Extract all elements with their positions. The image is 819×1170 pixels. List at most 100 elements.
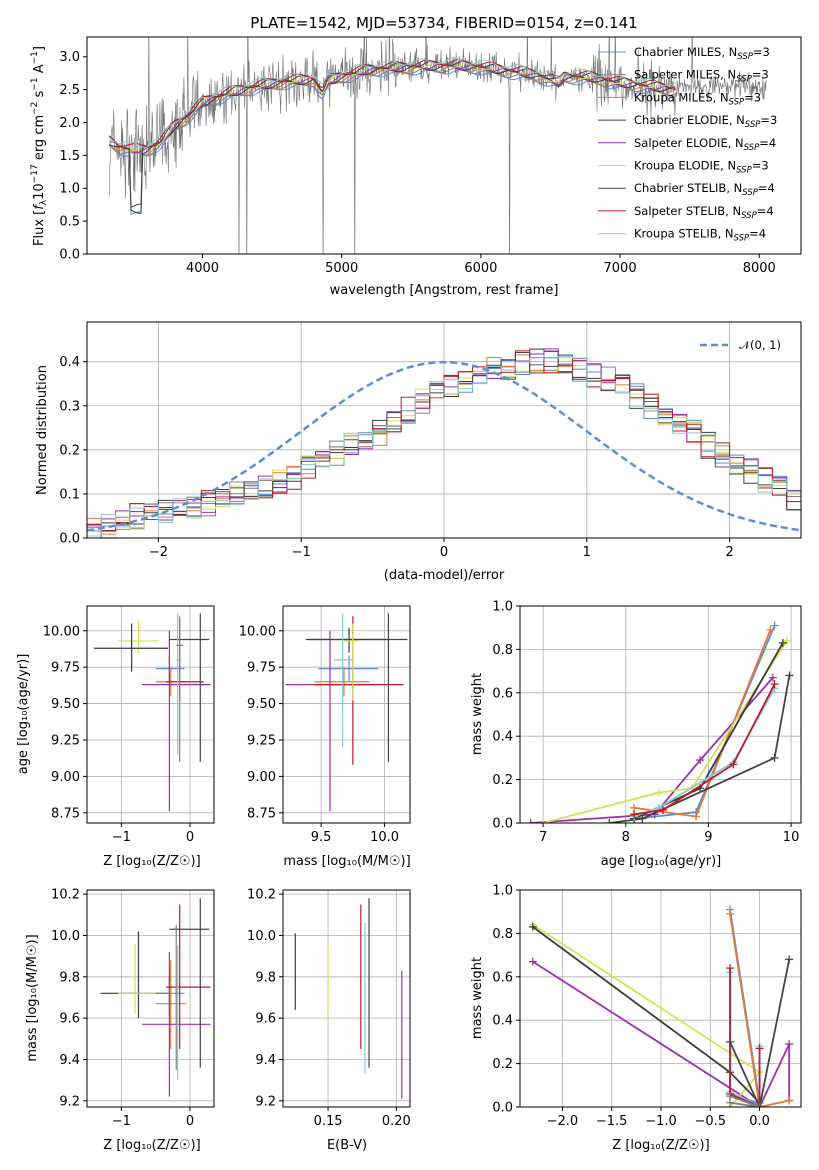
residuals-ytick-label: 0.2: [59, 443, 80, 458]
spectrum-xtick-label: 7000: [604, 261, 637, 276]
massweight-vs-Z-ytick-label: 0.8: [492, 927, 513, 942]
massweight-vs-Z-panel: −2.0 −1.5 −1.0 −0.5 0.0 0.0 0.2 0.4 0.6 0.8 1.0 Z …: [470, 884, 802, 1153]
legend-label: Kroupa ELODIE, NSSP=3: [634, 159, 769, 176]
residuals-ytick-label: 0.1: [59, 487, 80, 502]
legend-label: Salpeter MILES, NSSP=3: [634, 68, 769, 85]
massweight-vs-Z-ytick-label: 0.4: [492, 1014, 513, 1029]
mass-vs-Z-ytick-label: 9.2: [59, 1094, 80, 1109]
mass-weight-point: [539, 819, 548, 823]
mass-weight-point: [654, 788, 663, 797]
mass-weight-line: [542, 640, 788, 823]
spectrum-xtick-label: 4000: [186, 261, 219, 276]
mass-weight-point: [785, 671, 794, 680]
legend-label: Chabrier STELIB, NSSP=4: [634, 181, 775, 198]
massweight-vs-age-data: [520, 606, 801, 823]
massweight-vs-Z-ytick-label: 0.0: [492, 1101, 513, 1116]
spectrum-data: [108, 37, 767, 254]
mass-weight-point: [729, 760, 738, 769]
residual-xlabel: (data-model)/error: [384, 568, 505, 583]
mass-vs-Z-xtick-label: 0: [186, 1114, 194, 1129]
age-vs-mass-ytick-label: 9.00: [247, 770, 276, 785]
age-vs-Z-ylabel: age [log₁₀(age/yr)]: [16, 654, 31, 775]
age-vs-Z-ytick-label: 10.00: [43, 624, 80, 639]
age-vs-mass-frame: [282, 605, 411, 824]
mass-weight-point: [528, 957, 537, 966]
model-spectrum-kroupa-elodie: [109, 61, 676, 152]
residuals-ytick-label: 0.3: [59, 399, 80, 414]
massweight-vs-Z-ytick-label: 0.6: [492, 970, 513, 985]
massweight-vs-age-ytick-label: 0.2: [492, 773, 513, 788]
residual-histogram-kroupa-stelib: [87, 356, 801, 537]
massweight-vs-age-ylabel: mass weight: [470, 673, 485, 755]
age-vs-Z-ytick-label: 9.25: [51, 733, 80, 748]
mass-weight-point: [770, 753, 779, 762]
residual-ylabel: Normed distribution: [35, 365, 50, 495]
residuals-xtick-label: 2: [725, 545, 733, 560]
mass-weight-line: [729, 913, 790, 1107]
mass-vs-Z-panel: −1 09.29.49.69.810.010.2 Z [log₁₀(Z/Z☉)] …: [25, 888, 215, 1153]
spectrum-axes-frame: [86, 36, 802, 255]
model-spectrum-salpeter-stelib: [108, 59, 676, 149]
spectrum-xtick-label: 6000: [464, 261, 497, 276]
mass-vs-Z-ytick-label: 9.6: [59, 1012, 80, 1027]
age-vs-mass-ytick-label: 10.00: [239, 624, 276, 639]
mass-vs-ebv-xlabel: E(B-V): [327, 1138, 367, 1153]
massweight-vs-age-ytick-label: 0.8: [492, 643, 513, 658]
mass-weight-point: [528, 922, 537, 931]
massweight-vs-Z-ytick-label: 1.0: [492, 884, 513, 899]
age-vs-mass-ytick-label: 9.25: [247, 733, 276, 748]
mass-weight-line: [532, 960, 791, 1107]
spectrum-ytick-label: 1.0: [59, 182, 80, 197]
mass-vs-ebv-ytick-label: 10.0: [247, 929, 276, 944]
legend-label: Chabrier MILES, NSSP=3: [634, 45, 770, 62]
massweight-vs-age-xtick-label: 7: [539, 830, 547, 845]
mass-vs-Z-ytick-label: 10.0: [51, 929, 80, 944]
age-vs-Z-ytick-label: 9.75: [51, 661, 80, 676]
legend-label: Kroupa MILES, NSSP=3: [634, 90, 761, 107]
residuals-xtick-label: 1: [583, 545, 591, 560]
mass-weight-line: [633, 683, 776, 816]
mass-vs-ebv-xtick-label: 0.15: [314, 1114, 343, 1129]
mass-weight-point: [726, 909, 735, 918]
age-vs-Z-ytick-label: 9.50: [51, 697, 80, 712]
age-vs-Z-ytick-label: 9.00: [51, 770, 80, 785]
massweight-vs-Z-xtick-label: −1.0: [645, 1114, 677, 1129]
mass-weight-point: [526, 819, 535, 823]
residuals-xtick-label: −1: [292, 545, 311, 560]
spectrum-ytick-label: 1.5: [59, 149, 80, 164]
age-vs-mass-xlabel: mass [log₁₀(M/M☉)]: [283, 854, 410, 869]
spectrum-ylabel: Flux [fλ10−17 erg cm−2 s−1 A−1]: [30, 46, 49, 246]
mass-vs-ebv-panel: 0.15 0.20 9.2 9.4 9.6 9.8 10.0 10.2 E(B-V): [247, 888, 411, 1153]
mass-vs-ebv-frame: [282, 889, 411, 1108]
mass-vs-ebv-data: [283, 890, 410, 1107]
age-vs-Z-xlabel: Z [log₁₀(Z/Z☉)]: [103, 854, 200, 869]
massweight-vs-Z-xlabel: Z [log₁₀(Z/Z☉)]: [612, 1138, 709, 1153]
mass-vs-Z-data: [87, 890, 214, 1107]
spectrum-xtick-label: 5000: [325, 261, 358, 276]
normal-distribution-curve: [87, 360, 801, 532]
residuals-ytick-label: 0.4: [59, 355, 80, 370]
residual-legend: 𝒩(0, 1): [700, 338, 781, 352]
mass-vs-Z-ytick-label: 9.4: [59, 1053, 80, 1068]
age-vs-Z-xtick-label: −1: [112, 830, 131, 845]
mass-weight-point: [630, 810, 639, 819]
massweight-vs-age-ytick-label: 0.4: [492, 730, 513, 745]
mass-vs-ebv-ytick-label: 9.8: [255, 970, 276, 985]
mass-weight-point: [726, 1037, 735, 1046]
age-vs-Z-xtick-label: 0: [186, 830, 194, 845]
mass-vs-Z-ytick-label: 10.2: [51, 888, 80, 903]
age-vs-Z-frame: [86, 605, 215, 824]
mass-weight-point: [785, 1096, 794, 1105]
mass-weight-point: [768, 673, 777, 682]
spectrum-ytick-label: 2.0: [59, 116, 80, 131]
mass-vs-ebv-ytick-label: 10.2: [247, 888, 276, 903]
mass-vs-ebv-ytick-label: 9.4: [255, 1053, 276, 1068]
massweight-vs-Z-xtick-label: 0.0: [749, 1114, 770, 1129]
massweight-vs-age-xtick-label: 9: [704, 830, 712, 845]
legend-label: Salpeter ELODIE, NSSP=4: [634, 136, 776, 153]
spectrum-ytick-label: 2.5: [59, 83, 80, 98]
spectrum-ytick-label: 0.5: [59, 215, 80, 230]
residuals-xtick-label: −2: [149, 545, 168, 560]
residuals-ytick-label: 0.0: [59, 532, 80, 547]
mass-weight-point: [692, 812, 701, 821]
